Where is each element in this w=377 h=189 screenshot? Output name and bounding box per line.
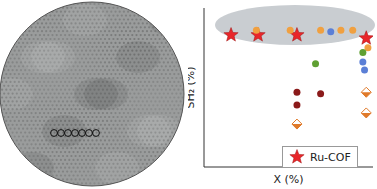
html-text:Ru-COF: Ru-COF bbox=[310, 150, 351, 164]
svg-text:SH₂ (%): SH₂ (%) bbox=[188, 66, 197, 108]
svg-text:X (%): X (%) bbox=[273, 173, 303, 186]
